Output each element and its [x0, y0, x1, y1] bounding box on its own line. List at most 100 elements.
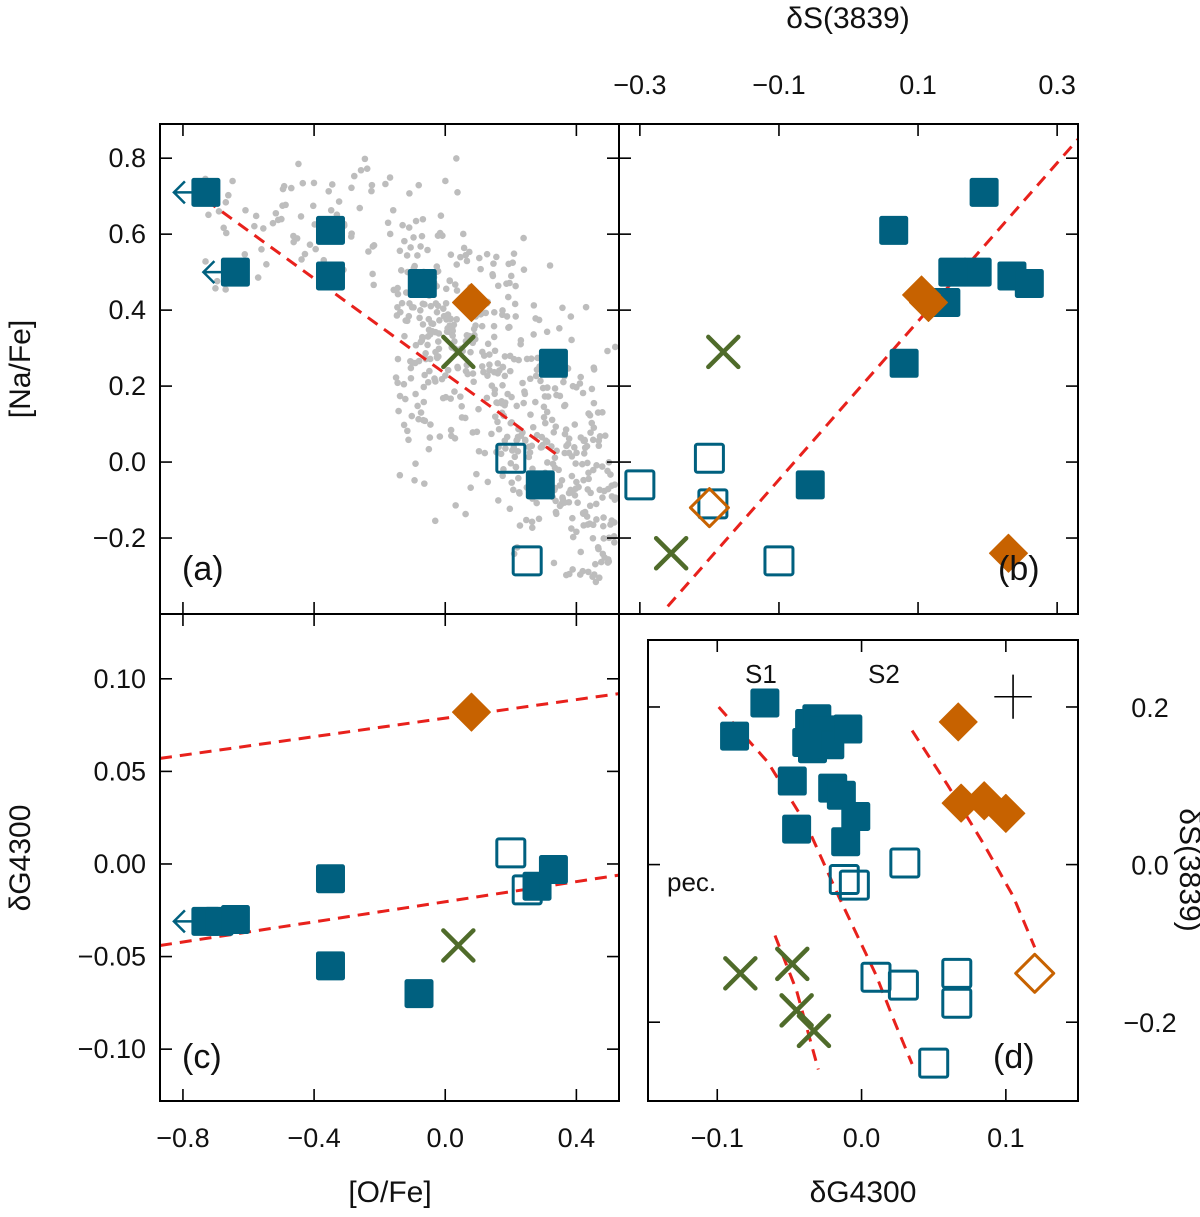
background-star-dot: [556, 325, 563, 332]
background-star-dot: [544, 459, 551, 466]
data-point-cross-green: [775, 946, 810, 982]
background-star-dot: [279, 185, 287, 193]
background-star-dot: [537, 377, 544, 385]
background-star-dot: [548, 416, 556, 424]
background-star-dot: [479, 348, 486, 356]
panel-c-axes: −0.10 −0.05 0.00 0.05 0.10 −0.8 −0.4 0.0 0.4: [78, 614, 619, 1153]
background-star-dot: [469, 370, 477, 377]
background-star-dot: [309, 202, 317, 210]
background-star-dot: [401, 332, 408, 340]
background-star-dot: [222, 229, 230, 237]
background-star-dot: [588, 419, 596, 427]
background-star-dot: [298, 256, 305, 263]
background-star-dot: [499, 307, 506, 314]
background-star-dot: [588, 385, 596, 393]
data-point-filled-diamond-orange: [938, 702, 978, 742]
background-star-dot: [589, 466, 597, 474]
background-star-dot: [405, 224, 413, 231]
background-star-dot: [573, 478, 580, 486]
data-point-open-square-blue: [887, 969, 919, 1001]
background-star-dot: [612, 494, 619, 501]
x-tick-label: 0.1: [899, 70, 937, 100]
data-point-open-square-blue: [495, 837, 527, 869]
data-point-filled-square-blue: [889, 348, 919, 378]
background-star-dot: [457, 253, 464, 261]
background-star-dot: [415, 415, 422, 423]
background-star-dot: [579, 389, 587, 397]
background-star-dot: [451, 435, 459, 442]
background-star-dot: [503, 433, 511, 441]
y-tick-label: 0.0: [1131, 851, 1169, 881]
background-star-dot: [439, 394, 447, 402]
background-star-dot: [519, 429, 526, 436]
background-star-dot: [532, 398, 539, 406]
background-star-dot: [490, 368, 498, 376]
background-star-dot: [569, 382, 577, 390]
background-star-dot: [509, 447, 516, 454]
data-point-open-square-blue: [697, 488, 729, 520]
y-tick-label: −0.05: [78, 942, 146, 972]
background-star-dot: [533, 366, 541, 373]
panel-c-label: (c): [182, 1038, 222, 1076]
x-tick-label: −0.1: [691, 1123, 744, 1153]
data-point-filled-square-blue: [938, 257, 968, 287]
x-tick-label: 0.4: [558, 1123, 596, 1153]
data-point-open-square-blue: [624, 469, 656, 501]
background-star-dot: [458, 403, 466, 410]
background-star-dot: [608, 517, 616, 524]
panel-c-frame: [159, 613, 620, 1102]
background-star-dot: [432, 328, 439, 336]
background-star-dot: [563, 442, 570, 450]
data-point-filled-square-blue: [404, 979, 434, 1009]
x-tick-label: 0.3: [1038, 70, 1076, 100]
background-star-dot: [515, 356, 522, 364]
y-tick-label: 0.00: [93, 849, 146, 879]
panel-b-label: (b): [998, 550, 1040, 588]
background-star-dot: [490, 333, 498, 341]
background-star-dot: [444, 366, 452, 374]
background-star-dot: [462, 414, 469, 422]
background-star-dot: [512, 282, 519, 290]
data-point-open-square-blue: [918, 1047, 950, 1079]
data-point-open-square-blue: [511, 545, 543, 577]
background-star-dot: [299, 179, 307, 187]
background-star-dot: [369, 270, 376, 278]
background-star-dot: [507, 419, 515, 427]
background-star-dot: [477, 265, 484, 273]
background-star-dot: [553, 391, 560, 399]
background-star-dot: [556, 482, 564, 489]
y-tick-label: −0.10: [78, 1034, 146, 1064]
background-star-dot: [419, 321, 427, 328]
background-star-dot: [463, 257, 471, 265]
background-star-dot: [493, 253, 500, 261]
background-star-dot: [254, 274, 262, 281]
y-tick-label: −0.2: [1123, 1008, 1176, 1038]
background-star-dot: [368, 187, 375, 195]
background-star-dot: [510, 250, 518, 257]
background-star-dot: [528, 355, 535, 362]
background-star-dot: [565, 449, 573, 457]
background-star-dot: [589, 436, 597, 444]
background-star-dot: [491, 347, 499, 355]
background-star-dot: [580, 450, 588, 457]
data-point-open-square-blue: [495, 442, 527, 474]
background-star-dot: [571, 492, 579, 499]
data-point-filled-square-blue: [795, 470, 825, 500]
background-star-dot: [520, 399, 527, 407]
background-star-dot: [501, 353, 509, 360]
data-point-open-diamond-orange: [1014, 952, 1056, 994]
background-star-dot: [507, 460, 515, 467]
panel-d-annotation-s1: S1: [745, 659, 777, 689]
background-star-dot: [212, 285, 219, 292]
background-star-dot: [410, 234, 417, 241]
panel-d-frame: [647, 639, 1079, 1102]
background-star-dot: [484, 478, 492, 486]
background-star-dot: [592, 500, 600, 508]
background-star-dot: [482, 309, 490, 317]
background-star-dot: [274, 216, 282, 224]
background-star-dot: [463, 331, 471, 339]
background-star-dot: [407, 364, 415, 372]
background-star-dot: [506, 323, 513, 331]
background-star-dot: [589, 534, 597, 542]
background-star-dot: [585, 469, 592, 477]
